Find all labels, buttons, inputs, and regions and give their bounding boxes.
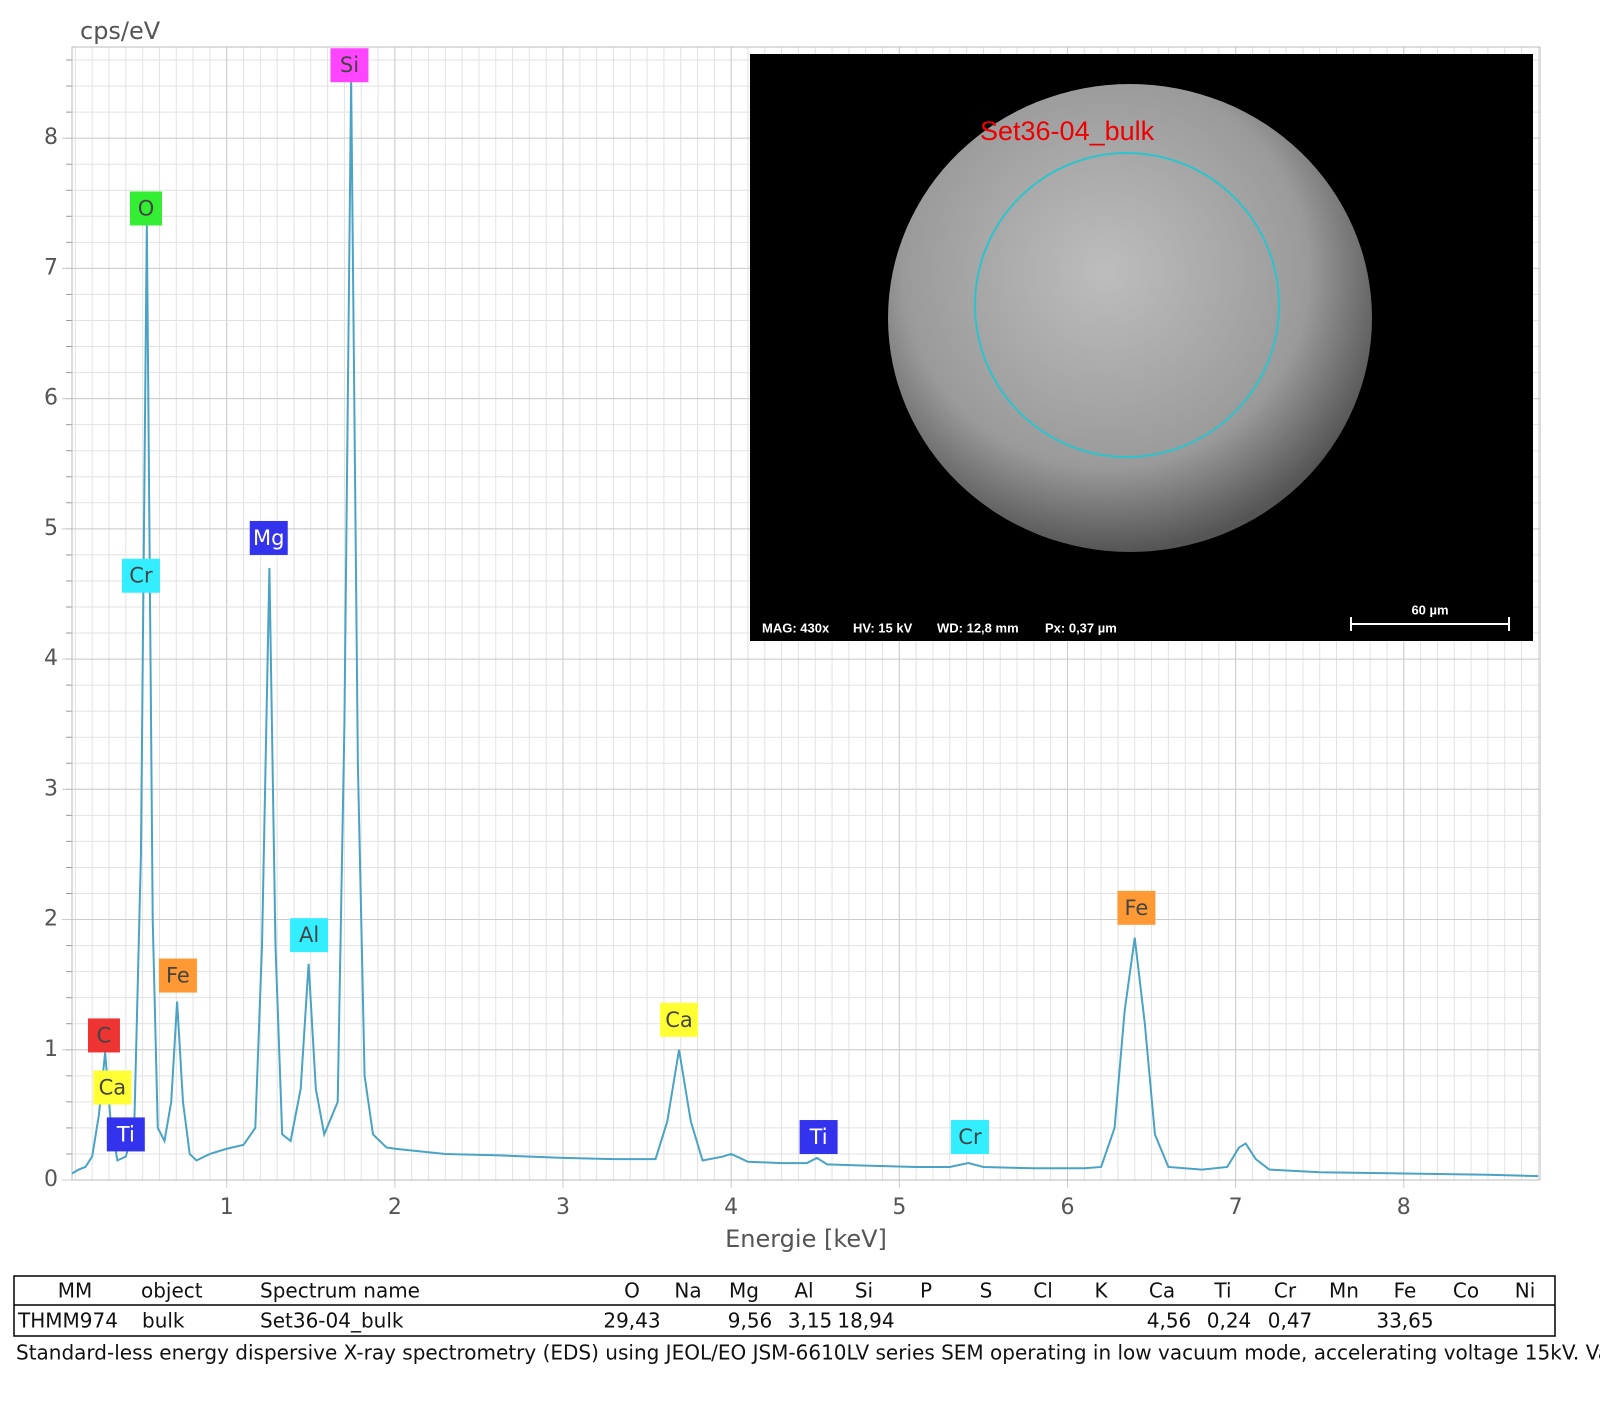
table-cell: Set36-04_bulk <box>260 1309 404 1333</box>
peak-label-box <box>660 1002 699 1037</box>
table-cell: 0,47 <box>1268 1309 1313 1333</box>
table-header: Mn <box>1329 1279 1359 1303</box>
peak-label: Fe <box>166 964 190 988</box>
peak-label: Ti <box>809 1125 828 1149</box>
peak-label-box <box>249 520 288 555</box>
peak-label-box <box>330 48 369 83</box>
x-tick-label: 8 <box>1397 1195 1411 1220</box>
table-header: Cr <box>1274 1279 1297 1303</box>
table-header: P <box>920 1279 932 1303</box>
x-tick-label: 2 <box>388 1195 402 1220</box>
analysis-area <box>974 152 1280 458</box>
sem-info: MAG: 430x <box>762 620 830 635</box>
table-cell: 18,94 <box>837 1309 894 1333</box>
x-tick-label: 6 <box>1060 1195 1074 1220</box>
particle <box>888 84 1372 552</box>
peak-label: Ca <box>99 1076 127 1100</box>
table-header: O <box>624 1279 640 1303</box>
peak-label-box <box>950 1120 989 1155</box>
table-header: Na <box>674 1279 701 1303</box>
table-header: Fe <box>1394 1279 1417 1303</box>
plot-frame <box>71 46 1541 1181</box>
table-cell: 4,56 <box>1147 1309 1192 1333</box>
sem-info: WD: 12,8 mm <box>937 620 1019 635</box>
table-header: Cl <box>1033 1279 1053 1303</box>
peak-label: Si <box>340 53 359 77</box>
peak-label-box <box>799 1120 838 1155</box>
table-cell: 33,65 <box>1376 1309 1433 1333</box>
peak-label: Ca <box>665 1008 693 1032</box>
scale-bar <box>1350 617 1510 631</box>
table-header: Si <box>855 1279 873 1303</box>
plot: 1 2 3 4 5 6 7 8 0 1 2 3 4 5 6 7 8 Si O Cr Mg Al Fe C Ca Ti Ca Ti Cr F… <box>44 48 1539 1220</box>
x-tick-label: 7 <box>1229 1195 1243 1220</box>
x-tick-label: 5 <box>892 1195 906 1220</box>
peak-label: Cr <box>129 564 153 588</box>
table-cell: 29,43 <box>603 1309 660 1333</box>
caption: Standard-less energy dispersive X-ray sp… <box>16 1341 1600 1365</box>
scale-label: 60 µm <box>1411 602 1448 617</box>
peak-label: Mg <box>253 526 284 550</box>
y-tick-label: 1 <box>44 1037 58 1062</box>
peak-label: Fe <box>1124 896 1148 920</box>
table-cell: 9,56 <box>728 1309 773 1333</box>
peak-label-box <box>121 558 160 593</box>
table-header: Ca <box>1149 1279 1175 1303</box>
table: MM object Spectrum name O Na Mg Al Si P S Cl K Ca Ti C… <box>13 1275 1556 1337</box>
x-tick-label: 3 <box>556 1195 570 1220</box>
table-header: K <box>1094 1279 1108 1303</box>
x-axis-label: Energie [keV] <box>725 1225 887 1253</box>
y-axis-label: cps/eV <box>80 17 161 45</box>
sem-info: Px: 0,37 µm <box>1045 620 1117 635</box>
peak-label-box <box>129 191 162 226</box>
x-tick-label: 1 <box>220 1195 234 1220</box>
peak-label-box <box>106 1117 145 1152</box>
table-header: Mg <box>729 1279 759 1303</box>
table-cell: 0,24 <box>1207 1309 1252 1333</box>
y-tick-label: 4 <box>44 646 58 671</box>
peak-label-box <box>87 1018 120 1053</box>
peak-label-box <box>1117 890 1156 925</box>
y-tick-label: 7 <box>44 255 58 280</box>
table-cell: bulk <box>142 1309 185 1333</box>
table-header: Co <box>1453 1279 1479 1303</box>
table-header: Spectrum name <box>260 1279 420 1303</box>
x-tick-label: 4 <box>724 1195 738 1220</box>
table-header: MM <box>58 1279 93 1303</box>
y-tick-label: 6 <box>44 386 58 411</box>
peak-label: Cr <box>958 1125 982 1149</box>
peak-label-box <box>93 1070 132 1105</box>
peak-label: Al <box>299 923 319 947</box>
table-header: S <box>980 1279 993 1303</box>
y-tick-label: 3 <box>44 776 58 801</box>
spectrum-label: Set36-04_bulk <box>980 116 1155 146</box>
peak-label: O <box>138 196 155 220</box>
peak-label: Ti <box>116 1122 135 1146</box>
table-header: Ni <box>1515 1279 1536 1303</box>
y-tick-label: 2 <box>44 907 58 932</box>
y-tick-label: 5 <box>44 516 58 541</box>
sem-image: Set36-04_bulk MAG: 430x HV: 15 kV WD: 12… <box>750 54 1533 641</box>
peak-label-box <box>158 958 197 993</box>
y-tick-label: 0 <box>44 1167 58 1192</box>
table-header: object <box>141 1279 203 1303</box>
peak-label-box <box>290 918 329 953</box>
sem-info: HV: 15 kV <box>853 620 913 635</box>
table-cell: 3,15 <box>788 1309 833 1333</box>
table-header: Ti <box>1213 1279 1231 1303</box>
table-cell: THMM974 <box>17 1309 118 1333</box>
table-header: Al <box>794 1279 813 1303</box>
y-tick-label: 8 <box>44 125 58 150</box>
peak-label: C <box>97 1023 112 1047</box>
spectrum-line <box>71 79 1539 1178</box>
table-border <box>13 1275 1556 1337</box>
